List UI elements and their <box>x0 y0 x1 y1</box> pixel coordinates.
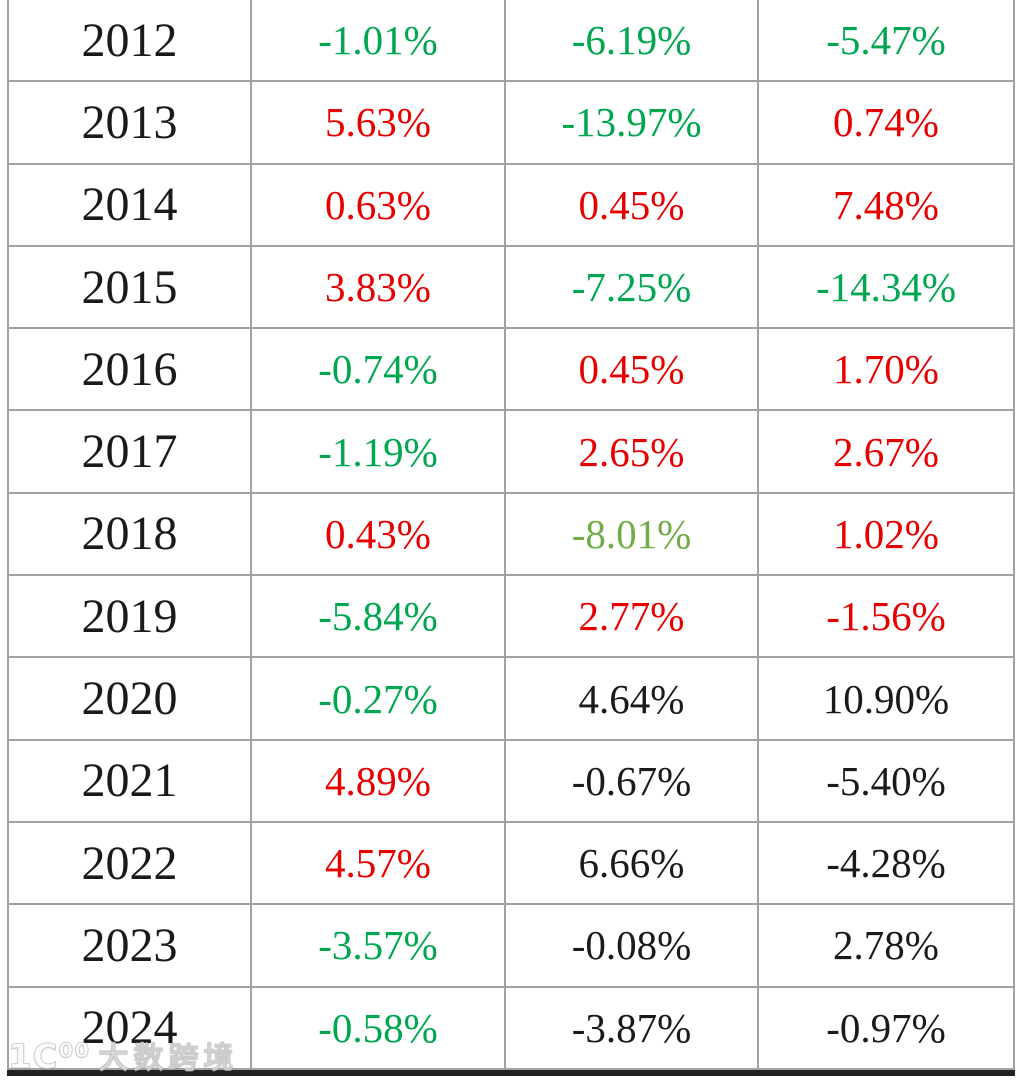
value-cell: -1.19% <box>252 411 506 494</box>
value-cell: 1.02% <box>759 493 1015 577</box>
value-cell: -13.97% <box>506 82 759 165</box>
value-cell: 0.45% <box>506 164 759 247</box>
value-cell: -5.84% <box>252 576 506 659</box>
value-cell: -0.67% <box>506 740 759 823</box>
value-cell: -1.56% <box>759 576 1015 659</box>
table-row: 2022 4.57% 6.66% -4.28% <box>9 822 1015 906</box>
value-cell: 0.43% <box>252 493 506 577</box>
table-row: 2017 -1.19% 2.65% 2.67% <box>9 411 1015 494</box>
value-cell: 2.78% <box>759 905 1015 988</box>
value-cell: -14.34% <box>759 246 1015 330</box>
table-row: 2014 0.63% 0.45% 7.48% <box>9 164 1015 247</box>
year-cell: 2016 <box>9 329 252 412</box>
value-cell: 7.48% <box>759 164 1015 247</box>
year-cell: 2023 <box>9 905 252 988</box>
year-cell: 2022 <box>9 822 252 906</box>
value-cell: 2.77% <box>506 576 759 659</box>
table-row: 2019 -5.84% 2.77% -1.56% <box>9 576 1015 659</box>
value-cell: 4.89% <box>252 740 506 823</box>
value-cell: 2.67% <box>759 411 1015 494</box>
value-cell: -5.47% <box>759 0 1015 83</box>
table-row: 2020 -0.27% 4.64% 10.90% <box>9 658 1015 741</box>
value-cell: 3.83% <box>252 246 506 330</box>
value-cell: -0.58% <box>252 987 506 1070</box>
year-cell: 2014 <box>9 164 252 247</box>
value-cell: -0.27% <box>252 658 506 741</box>
value-cell: -7.25% <box>506 246 759 330</box>
value-cell: 5.63% <box>252 82 506 165</box>
value-cell: 0.45% <box>506 329 759 412</box>
year-cell: 2015 <box>9 246 252 330</box>
year-cell: 2012 <box>9 0 252 83</box>
value-cell: 6.66% <box>506 822 759 906</box>
value-cell: -4.28% <box>759 822 1015 906</box>
value-cell: 4.64% <box>506 658 759 741</box>
table-row: 2024 -0.58% -3.87% -0.97% <box>9 987 1015 1070</box>
table-row: 2013 5.63% -13.97% 0.74% <box>9 82 1015 165</box>
value-cell: 0.74% <box>759 82 1015 165</box>
table-bottom-bar <box>7 1070 1015 1076</box>
year-cell: 2021 <box>9 740 252 823</box>
value-cell: 4.57% <box>252 822 506 906</box>
value-cell: 1.70% <box>759 329 1015 412</box>
value-cell: -1.01% <box>252 0 506 83</box>
value-cell: 2.65% <box>506 411 759 494</box>
year-cell: 2024 <box>9 987 252 1070</box>
year-cell: 2020 <box>9 658 252 741</box>
value-cell: -3.87% <box>506 987 759 1070</box>
year-cell: 2017 <box>9 411 252 494</box>
value-cell: -0.97% <box>759 987 1015 1070</box>
value-cell: -8.01% <box>506 493 759 577</box>
table-row: 2023 -3.57% -0.08% 2.78% <box>9 905 1015 988</box>
value-cell: -5.40% <box>759 740 1015 823</box>
table-row: 2021 4.89% -0.67% -5.40% <box>9 740 1015 823</box>
value-cell: -0.74% <box>252 329 506 412</box>
year-cell: 2018 <box>9 493 252 577</box>
value-cell: 0.63% <box>252 164 506 247</box>
value-cell: 10.90% <box>759 658 1015 741</box>
value-cell: -0.08% <box>506 905 759 988</box>
year-cell: 2013 <box>9 82 252 165</box>
table-row: 2012 -1.01% -6.19% -5.47% <box>9 0 1015 83</box>
value-cell: -6.19% <box>506 0 759 83</box>
year-cell: 2019 <box>9 576 252 659</box>
table-row: 2018 0.43% -8.01% 1.02% <box>9 493 1015 577</box>
yearly-returns-table: 2012 -1.01% -6.19% -5.47% 2013 5.63% -13… <box>7 0 1015 1070</box>
table-row: 2016 -0.74% 0.45% 1.70% <box>9 329 1015 412</box>
table-row: 2015 3.83% -7.25% -14.34% <box>9 246 1015 330</box>
value-cell: -3.57% <box>252 905 506 988</box>
